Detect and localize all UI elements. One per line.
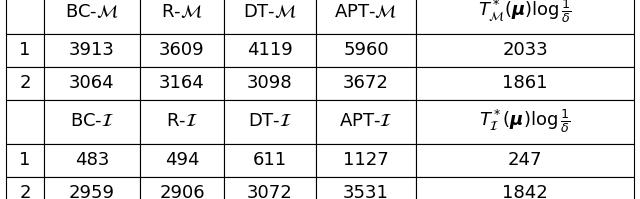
Text: 5960: 5960 (343, 41, 389, 59)
Bar (316, 143, 416, 177)
Text: BC-$\mathcal{I}$: BC-$\mathcal{I}$ (70, 112, 114, 131)
Text: R-$\mathcal{M}$: R-$\mathcal{M}$ (161, 3, 203, 20)
Text: 1127: 1127 (343, 151, 389, 169)
Text: 4119: 4119 (247, 41, 293, 59)
Text: 247: 247 (508, 151, 542, 169)
Bar (6, 33, 44, 66)
Bar (316, 66, 416, 100)
Bar (416, 66, 634, 100)
Text: 2: 2 (19, 74, 31, 92)
Text: 1861: 1861 (502, 74, 548, 92)
Text: 3913: 3913 (69, 41, 115, 59)
Bar (140, 100, 224, 143)
Bar (44, 66, 140, 100)
Text: R-$\mathcal{I}$: R-$\mathcal{I}$ (166, 112, 198, 131)
Text: 2: 2 (19, 184, 31, 199)
Bar (44, 143, 140, 177)
Bar (44, 33, 140, 66)
Bar (44, 0, 140, 33)
Bar (224, 100, 316, 143)
Text: 3609: 3609 (159, 41, 205, 59)
Text: $T^*_{\mathcal{M}}(\boldsymbol{\mu}) \log \frac{1}{\delta}$: $T^*_{\mathcal{M}}(\boldsymbol{\mu}) \lo… (478, 0, 572, 25)
Bar (6, 177, 44, 199)
Bar (316, 100, 416, 143)
Text: 1842: 1842 (502, 184, 548, 199)
Text: 1: 1 (19, 41, 31, 59)
Text: 483: 483 (75, 151, 109, 169)
Text: APT-$\mathcal{M}$: APT-$\mathcal{M}$ (335, 3, 397, 20)
Text: 494: 494 (164, 151, 199, 169)
Bar (44, 100, 140, 143)
Bar (44, 177, 140, 199)
Bar (140, 177, 224, 199)
Bar (140, 33, 224, 66)
Bar (416, 143, 634, 177)
Text: 1: 1 (19, 151, 31, 169)
Bar (416, 100, 634, 143)
Bar (316, 0, 416, 33)
Text: APT-$\mathcal{I}$: APT-$\mathcal{I}$ (339, 112, 393, 131)
Text: $T^*_{\mathcal{I}}(\boldsymbol{\mu}) \log \frac{1}{\delta}$: $T^*_{\mathcal{I}}(\boldsymbol{\mu}) \lo… (479, 108, 571, 136)
Bar (224, 0, 316, 33)
Text: 3064: 3064 (69, 74, 115, 92)
Text: 2906: 2906 (159, 184, 205, 199)
Text: 3164: 3164 (159, 74, 205, 92)
Bar (140, 66, 224, 100)
Bar (316, 177, 416, 199)
Bar (140, 0, 224, 33)
Bar (416, 0, 634, 33)
Text: BC-$\mathcal{M}$: BC-$\mathcal{M}$ (65, 3, 119, 20)
Text: 2959: 2959 (69, 184, 115, 199)
Bar (6, 143, 44, 177)
Text: 3672: 3672 (343, 74, 389, 92)
Text: DT-$\mathcal{I}$: DT-$\mathcal{I}$ (248, 112, 292, 131)
Text: 611: 611 (253, 151, 287, 169)
Bar (416, 177, 634, 199)
Bar (6, 0, 44, 33)
Bar (140, 143, 224, 177)
Bar (6, 100, 44, 143)
Text: 3072: 3072 (247, 184, 293, 199)
Text: 3098: 3098 (247, 74, 293, 92)
Bar (416, 33, 634, 66)
Bar (316, 33, 416, 66)
Text: 2033: 2033 (502, 41, 548, 59)
Bar (224, 66, 316, 100)
Text: 3531: 3531 (343, 184, 389, 199)
Bar (224, 143, 316, 177)
Bar (224, 177, 316, 199)
Bar (6, 66, 44, 100)
Bar (224, 33, 316, 66)
Text: DT-$\mathcal{M}$: DT-$\mathcal{M}$ (243, 3, 297, 20)
